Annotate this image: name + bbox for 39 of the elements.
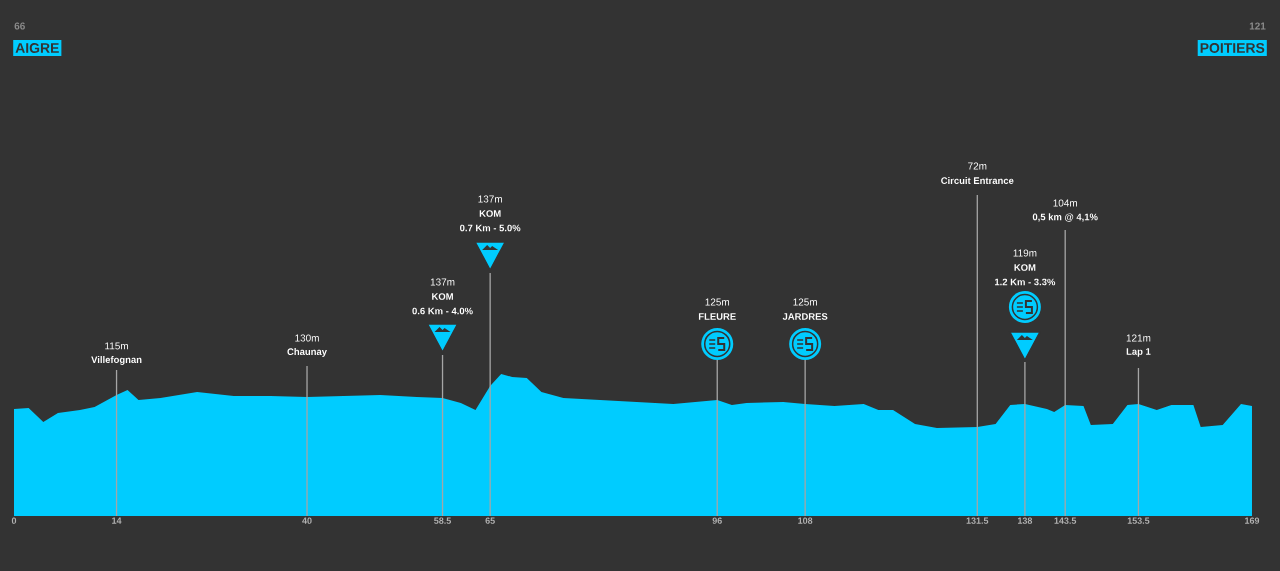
text: 121m: [1126, 334, 1151, 342]
text: KOM: [479, 210, 501, 217]
x-tick-label: 65: [485, 517, 495, 524]
text: AIGRE: [15, 43, 59, 53]
x-tick-label: 40: [302, 517, 312, 524]
text: Lap 1: [1126, 348, 1151, 357]
x-tick-label: 169: [1245, 517, 1260, 524]
text: 137m: [430, 278, 455, 286]
text: 66: [14, 22, 25, 30]
text: KOM: [432, 293, 453, 300]
x-tick-label: 96: [712, 517, 722, 524]
text: Circuit Entrance: [941, 177, 1014, 184]
x-tick-label: 108: [798, 517, 813, 524]
text: 121: [1249, 22, 1266, 30]
text: 0,5 km @ 4,1%: [1032, 213, 1098, 222]
x-tick-label: 14: [112, 517, 122, 524]
text: POITIERS: [1200, 43, 1265, 53]
text: FLEURE: [698, 313, 736, 320]
x-tick-label: 153.5: [1127, 517, 1150, 524]
text: 0.7 Km - 5.0%: [460, 224, 521, 232]
text: 115m: [105, 342, 128, 350]
text: 119m: [1013, 249, 1037, 257]
text: 130m: [295, 334, 319, 342]
text: 104m: [1053, 199, 1077, 207]
text: 125m: [705, 298, 730, 306]
text: 72m: [968, 162, 987, 170]
text: 0.6 Km - 4.0%: [412, 307, 473, 315]
text: Villefognan: [91, 356, 142, 365]
text: Chaunay: [287, 348, 327, 357]
text: 137m: [478, 195, 502, 203]
x-tick-label: 143.5: [1054, 517, 1077, 524]
x-tick-label: 58.5: [434, 517, 452, 524]
x-tick-label: 0: [11, 517, 17, 524]
text: KOM: [1014, 264, 1036, 271]
text: 1.2 Km - 3.3%: [994, 278, 1056, 286]
x-tick-label: 131.5: [966, 517, 989, 524]
text: 125m: [793, 298, 817, 306]
x-tick-label: 138: [1017, 517, 1033, 524]
text: JARDRES: [782, 313, 828, 320]
